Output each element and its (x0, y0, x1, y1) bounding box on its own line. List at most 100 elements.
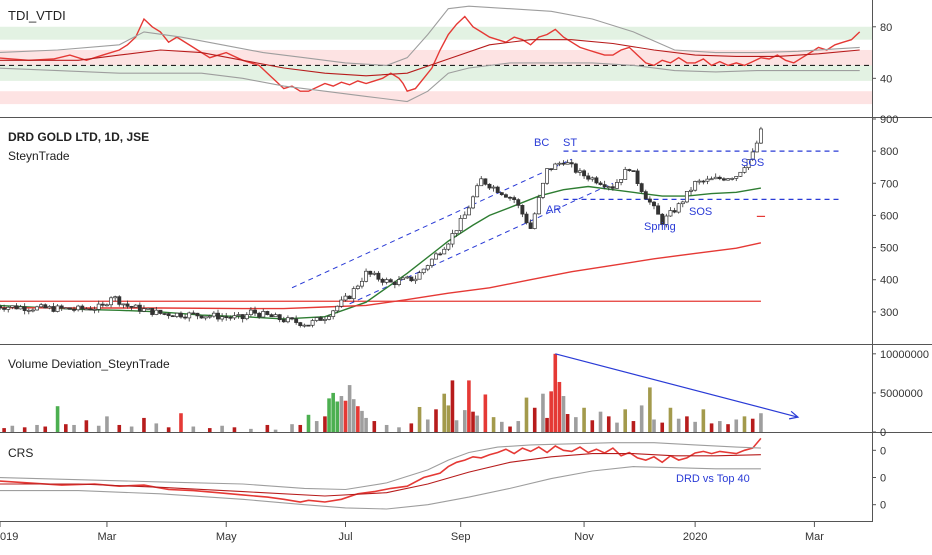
y-tick-label-price: 700 (880, 178, 898, 190)
volume-bar (232, 427, 237, 432)
candle-body (244, 314, 249, 320)
x-tick-label: Mar (805, 531, 824, 543)
candle-body (536, 197, 541, 215)
sos-label-2: SOS (741, 157, 764, 169)
price-moving-average-1 (0, 242, 762, 310)
candle-body (623, 169, 628, 180)
volume-bar (471, 411, 475, 432)
volume-bar (314, 421, 319, 432)
tdi-title: TDI_VTDI (8, 8, 66, 23)
x-tick-label: 2020 (683, 531, 707, 543)
candle-body (228, 316, 233, 319)
candle-body (158, 309, 163, 314)
candle-body (331, 310, 336, 317)
volume-bar (335, 401, 340, 432)
crs-pane[interactable]: CRS DRD vs Top 40 (0, 437, 762, 510)
tdi-series-line-3 (0, 62, 860, 103)
candle-body (553, 163, 558, 170)
volume-bar (750, 418, 755, 432)
candle-body (458, 218, 463, 231)
candle-body (450, 233, 455, 245)
price-scale[interactable]: 80 40 900 800 700 600 500 400 300 10000000 5000000… (872, 22, 929, 512)
candle-body (203, 316, 208, 319)
volume-bar (372, 421, 377, 432)
candle-body (129, 306, 134, 308)
ar-label: AR (546, 204, 561, 216)
candle-body (454, 230, 459, 234)
candle-body (59, 305, 64, 309)
tdi-zone-3 (0, 91, 872, 105)
crs-series-line-2 (0, 442, 761, 491)
volume-bar (606, 416, 611, 432)
candle-body (146, 308, 151, 310)
candle-body (63, 307, 68, 310)
tdi-zone-2 (0, 65, 872, 81)
volume-bar (384, 424, 389, 432)
candle-body (565, 162, 570, 165)
candle-body (742, 167, 747, 173)
volume-bar (759, 413, 763, 432)
candle-body (109, 297, 114, 306)
volume-trend-line (555, 353, 799, 418)
sos-label-1: SOS (689, 206, 712, 218)
crs-series (0, 437, 762, 510)
candle-body (55, 305, 60, 312)
volume-bar (290, 424, 294, 432)
candle-body (133, 304, 138, 308)
volume-bar (397, 427, 401, 432)
candle-body (516, 199, 521, 206)
volume-bar (166, 427, 171, 432)
volume-trend-arrow (555, 353, 800, 420)
volume-bar (306, 414, 311, 432)
candle-body (466, 207, 471, 216)
volume-bar (615, 422, 619, 432)
candle-body (434, 253, 438, 260)
candle-body (475, 185, 480, 198)
volume-bar (450, 380, 455, 432)
volume-bar (249, 428, 253, 432)
candle-body (730, 178, 735, 180)
candle-body (67, 307, 72, 310)
candle-body (697, 180, 702, 183)
chart-frame (0, 0, 932, 522)
candle-body (261, 311, 266, 318)
candle-body (224, 316, 229, 319)
candle-body (689, 189, 693, 192)
volume-bar (327, 398, 331, 432)
candle-body (240, 314, 245, 320)
crs-title: CRS (8, 446, 33, 460)
volume-bar (631, 421, 636, 432)
crs-series-line-1 (0, 453, 761, 497)
time-scale[interactable]: 019 Mar May Jul Sep Nov 2020 Mar (0, 522, 824, 543)
candle-body (265, 311, 270, 315)
candle-body (713, 176, 718, 180)
tdi-pane[interactable]: TDI_VTDI (0, 5, 872, 105)
candle-body (483, 178, 488, 185)
candle-body (540, 182, 545, 198)
candle-body (220, 316, 225, 320)
candle-body (680, 201, 685, 205)
candle-body (294, 318, 299, 323)
volume-bar (545, 417, 549, 432)
volume-bar (475, 415, 479, 432)
candle-body (76, 305, 81, 311)
candle-body (195, 312, 200, 317)
candle-body (257, 312, 262, 318)
candle-body (84, 308, 89, 311)
price-pane[interactable]: DRD GOLD LTD, 1D, JSE SteynTrade BC ST A… (0, 126, 840, 328)
candle-body (170, 315, 175, 318)
y-tick-label-price: 300 (880, 307, 898, 319)
candle-body (380, 278, 385, 283)
volume-pane[interactable]: Volume Deviation_SteynTrade (0, 353, 800, 432)
candle-body (627, 169, 632, 171)
candle-body (524, 213, 529, 224)
candle-body (734, 176, 739, 179)
candle-body (343, 295, 348, 301)
volume-bar (154, 423, 159, 432)
volume-bar (491, 417, 496, 432)
candle-body (479, 178, 484, 187)
candle-body (318, 317, 323, 321)
candle-body (528, 222, 533, 229)
candle-body (92, 309, 97, 311)
